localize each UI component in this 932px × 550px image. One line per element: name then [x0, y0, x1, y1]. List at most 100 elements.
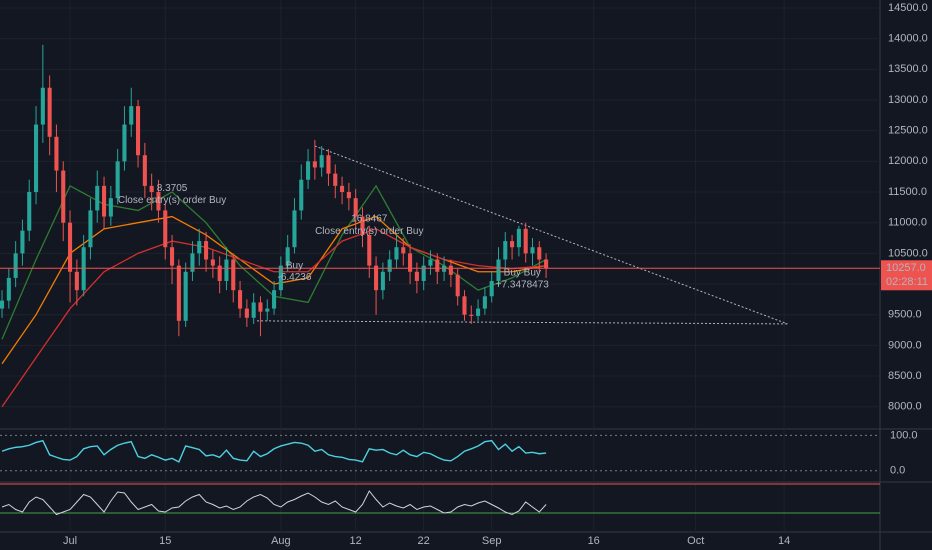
candle-body — [476, 308, 481, 316]
candle-body — [156, 192, 161, 211]
candle-body — [299, 179, 304, 211]
candle-body — [489, 280, 494, 297]
candle-body — [217, 265, 222, 281]
candle-body — [122, 124, 127, 162]
y-tick-label: 14000.0 — [888, 33, 928, 45]
y-tick-label: 9500.0 — [888, 309, 922, 321]
candle-body — [170, 247, 175, 266]
candle-body — [326, 155, 331, 174]
candle-body — [272, 290, 277, 309]
candle-body — [102, 185, 107, 217]
x-tick-label: Jul — [63, 535, 77, 547]
candle-body — [197, 241, 202, 254]
candle-body — [34, 124, 39, 193]
candle-body — [244, 308, 249, 318]
candle-body — [306, 161, 311, 180]
candle-body — [13, 253, 18, 278]
annotation: Close entry(s) order Buy — [315, 226, 423, 237]
annotation: 16.8467 — [351, 214, 388, 225]
candle-body — [408, 253, 413, 272]
y-tick-label: 8000.0 — [888, 401, 922, 413]
candle-body — [176, 265, 181, 321]
candle-body — [516, 228, 521, 248]
y-tick-label: 12000.0 — [888, 155, 928, 167]
y-tick-label: 11000.0 — [888, 217, 927, 229]
candle-body — [142, 155, 147, 186]
candle-body — [469, 314, 474, 316]
countdown-label: 02:28:11 — [886, 276, 928, 288]
x-tick-label: Oct — [687, 535, 704, 547]
y-tick-label: 13500.0 — [888, 63, 928, 75]
candle-body — [340, 185, 345, 193]
y-tick-label: 13000.0 — [888, 94, 928, 106]
price-tag — [881, 260, 932, 291]
candle-body — [394, 247, 399, 260]
y-tick-label: 8500.0 — [888, 370, 922, 382]
candle-body — [414, 271, 419, 281]
candle-body — [380, 271, 385, 291]
candle-body — [149, 185, 154, 193]
annotation: 8.3705 — [157, 183, 188, 194]
y-tick-label: 14500.0 — [888, 2, 928, 14]
candle-body — [530, 247, 535, 254]
candle-body — [0, 300, 5, 309]
annotation: Buy — [286, 260, 303, 271]
candle-body — [251, 302, 256, 318]
candle-body — [210, 259, 215, 266]
candle-body — [258, 302, 263, 312]
candle-body — [319, 155, 324, 168]
y-tick-label: 12500.0 — [888, 125, 928, 137]
y-tick-label: 11500.0 — [888, 186, 927, 198]
candle-body — [401, 247, 406, 254]
trend-line — [257, 320, 788, 325]
candle-body — [231, 259, 236, 291]
candle-body — [435, 259, 440, 272]
candle-body — [503, 241, 508, 260]
candle-body — [204, 241, 209, 260]
candle-body — [163, 210, 168, 248]
candle-body — [312, 161, 317, 168]
x-tick-label: 15 — [159, 535, 171, 547]
candle-body — [510, 241, 515, 248]
candle-body — [278, 265, 283, 291]
candle-body — [88, 210, 93, 248]
candle-body — [136, 106, 141, 156]
candle-body — [6, 277, 11, 301]
candle-body — [482, 296, 487, 309]
candle-body — [190, 253, 195, 272]
candle-body — [455, 274, 460, 297]
annotation: Close entry(s) order Buy — [118, 195, 226, 206]
moving-average — [1, 228, 547, 408]
candle-body — [428, 259, 433, 266]
annotation: Buy Buy — [504, 268, 541, 279]
candle-body — [353, 198, 358, 217]
x-tick-label: 16 — [588, 535, 600, 547]
candle-body — [238, 290, 243, 309]
annotation: +7.3478473 — [496, 279, 550, 290]
candle-body — [537, 247, 542, 260]
x-tick-label: Aug — [271, 535, 291, 547]
y-tick-label: 10500.0 — [888, 247, 928, 259]
candle-body — [285, 247, 290, 266]
price-label: 10257.0 — [886, 262, 926, 274]
candle-body — [115, 161, 120, 199]
y-tick-label: 9000.0 — [888, 339, 922, 351]
candle-body — [496, 259, 501, 281]
candle-body — [265, 308, 270, 312]
candle-body — [387, 259, 392, 272]
oscillator-line — [1, 490, 547, 516]
candle-body — [129, 106, 134, 125]
candle-body — [544, 259, 549, 269]
candle-body — [20, 230, 25, 254]
candle-body — [224, 259, 229, 281]
candle-body — [61, 170, 66, 223]
candle-body — [108, 198, 113, 217]
x-tick-label: 22 — [418, 535, 430, 547]
candle-body — [346, 192, 351, 199]
candle-body — [74, 271, 79, 291]
candle-body — [523, 228, 528, 254]
candle-body — [183, 271, 188, 321]
